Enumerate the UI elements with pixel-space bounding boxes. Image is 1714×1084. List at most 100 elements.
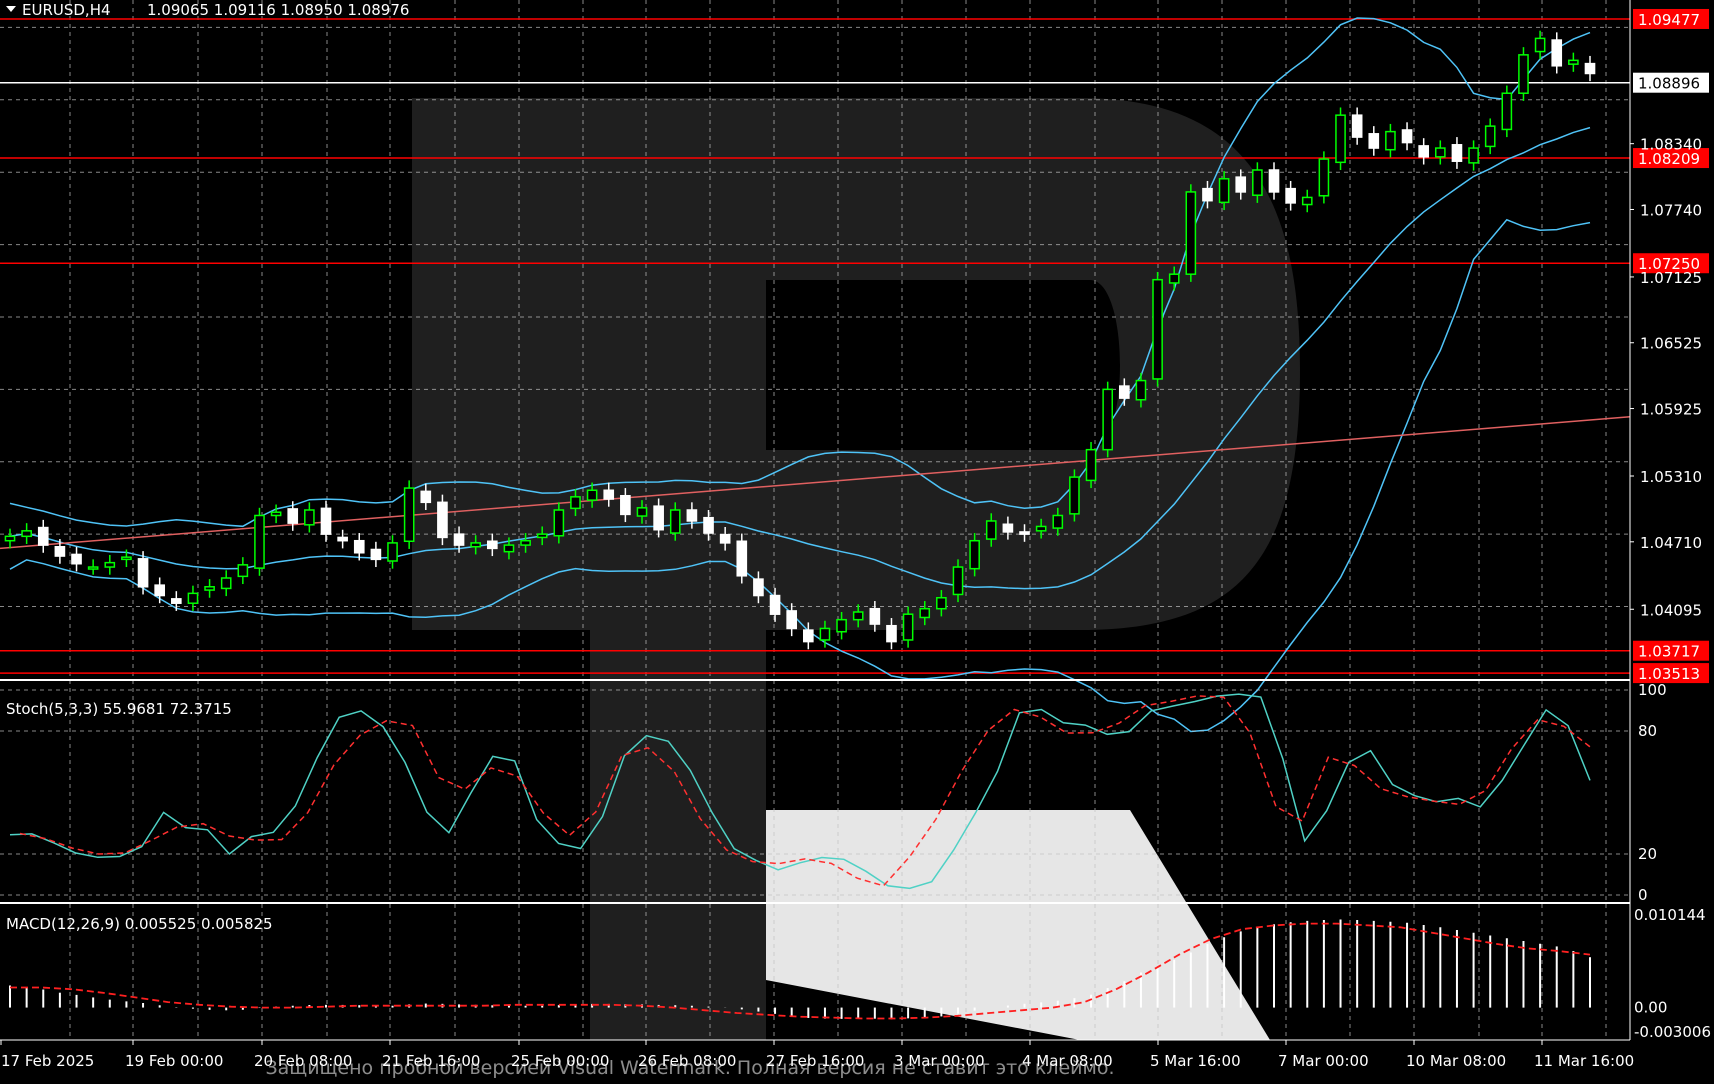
candle-body-87 (1451, 144, 1463, 162)
macd-tick-label-0: 0.010144 (1634, 906, 1706, 924)
candle-body-12 (204, 586, 215, 591)
candle-body-17 (287, 508, 299, 524)
candle-body-42 (703, 516, 714, 534)
level-label-bg-3 (1633, 253, 1709, 274)
candle-body-72 (1202, 187, 1213, 202)
candle-body-24 (403, 487, 415, 543)
macd-signal-line (10, 922, 1591, 1020)
trial-watermark-text: Защищено пробной версией Visual Watermar… (265, 1057, 1114, 1079)
candle-body-93 (1551, 39, 1563, 67)
candle-body-84 (1401, 129, 1413, 144)
candle-body-51 (852, 611, 864, 621)
candle-body-58 (969, 539, 980, 570)
x-tick-label-11: 10 Mar 08:00 (1406, 1052, 1506, 1070)
candle-body-5 (87, 566, 99, 570)
candle-body-65 (1085, 448, 1097, 482)
candle-body-59 (985, 520, 997, 540)
candle-body-83 (1385, 130, 1396, 151)
level-label-2: 1.08209 (1638, 150, 1700, 168)
macd-label: MACD(12,26,9) 0.005525 0.005825 (6, 915, 273, 933)
y-tick-label-4: 1.07740 (1640, 201, 1702, 219)
candle-body-3 (54, 545, 66, 557)
bollinger-upper (9, 17, 1591, 528)
macd-tick-label-2: -0.003006 (1634, 1023, 1711, 1041)
candle-body-79 (1318, 158, 1330, 197)
candle-body-92 (1534, 37, 1546, 53)
candle-body-13 (220, 577, 232, 590)
candle-body-35 (586, 489, 598, 501)
candle-body-91 (1518, 54, 1529, 94)
candle-body-76 (1268, 169, 1280, 193)
y-tick-label-8: 1.05925 (1640, 401, 1702, 419)
candle-body-69 (1152, 278, 1163, 380)
candle-body-41 (686, 509, 698, 522)
candle-body-33 (553, 509, 565, 537)
price-axis-labels: 1.08340 1.07740 1.07125 1.06525 1.05925 1.053… (1630, 136, 1702, 619)
stoch-signal-line (19, 695, 1591, 887)
candle-body-48 (802, 629, 814, 643)
candle-body-31 (520, 539, 531, 546)
dropdown-triangle-icon[interactable] (6, 6, 16, 12)
stochastic-panel: 100 80 20 0 (0, 681, 1667, 904)
candle-body-75 (1252, 169, 1263, 196)
candle-body-39 (653, 505, 664, 531)
stoch-level-label-3: 0 (1638, 886, 1648, 904)
bollinger-lower (9, 218, 1591, 733)
candle-body-49 (819, 627, 831, 641)
level-label-bg-0 (1633, 8, 1709, 29)
candle-body-73 (1218, 178, 1230, 204)
candle-body-2 (37, 526, 49, 546)
bollinger-middle (9, 126, 1591, 590)
candle-body-30 (503, 544, 515, 553)
x-tick-label-8: 4 Mar 08:00 (1022, 1052, 1113, 1070)
y-tick-label-7: 1.06525 (1640, 335, 1702, 353)
bollinger-bands (0, 17, 1631, 733)
candle-body-67 (1118, 385, 1130, 399)
broker-logo-watermark (412, 98, 1300, 1040)
candle-body-46 (769, 594, 781, 615)
x-tick-label-12: 11 Mar 16:00 (1534, 1052, 1634, 1070)
candle-body-22 (370, 548, 382, 561)
candle-body-71 (1185, 191, 1197, 275)
symbol-label: EURUSD,H4 (22, 1, 111, 19)
candle-body-9 (154, 584, 166, 597)
y-tick-label-9: 1.05310 (1640, 468, 1702, 486)
y-tick-label-6: 1.07125 (1640, 269, 1702, 287)
candle-body-64 (1069, 476, 1080, 515)
candle-body-74 (1235, 176, 1247, 193)
candle-body-78 (1301, 196, 1313, 206)
candle-body-60 (1002, 523, 1014, 533)
candle-body-54 (902, 613, 914, 641)
candle-body-19 (320, 507, 332, 535)
x-tick-label-10: 7 Mar 00:00 (1278, 1052, 1369, 1070)
candle-body-16 (270, 511, 282, 517)
x-tick-label-0: 17 Feb 2025 (1, 1052, 94, 1070)
candle-body-61 (1019, 531, 1030, 535)
level-label-bg-2 (1633, 148, 1709, 169)
candle-body-56 (936, 596, 947, 610)
candle-body-10 (170, 598, 182, 604)
candle-body-26 (437, 501, 448, 539)
stoch-level-label-0: 100 (1638, 681, 1667, 699)
candle-body-36 (603, 489, 615, 500)
candle-body-90 (1501, 92, 1513, 131)
candle-body-45 (753, 578, 764, 597)
candle-body-4 (71, 553, 82, 565)
horizontal-levels: 1.09477 1.08896 1.08209 1.07250 1.03717 1.035… (0, 8, 1709, 684)
candle-body-80 (1335, 114, 1346, 164)
candle-body-86 (1434, 147, 1446, 158)
x-tick-label-9: 5 Mar 16:00 (1150, 1052, 1241, 1070)
level-label-3: 1.07250 (1638, 255, 1700, 273)
candle-body-32 (536, 533, 548, 539)
candle-body-11 (187, 592, 199, 604)
level-label-bg-1 (1633, 72, 1709, 93)
level-label-5: 1.03513 (1638, 665, 1700, 683)
level-label-1: 1.08896 (1638, 75, 1700, 93)
x-tick-label-3: 21 Feb 16:00 (382, 1052, 480, 1070)
candle-body-88 (1468, 147, 1479, 164)
moving-average-line (0, 416, 1631, 550)
x-tick-label-6: 27 Feb 16:00 (766, 1052, 864, 1070)
candle-body-28 (470, 542, 482, 548)
stoch-main-line (9, 693, 1591, 890)
candle-body-0 (4, 535, 16, 542)
